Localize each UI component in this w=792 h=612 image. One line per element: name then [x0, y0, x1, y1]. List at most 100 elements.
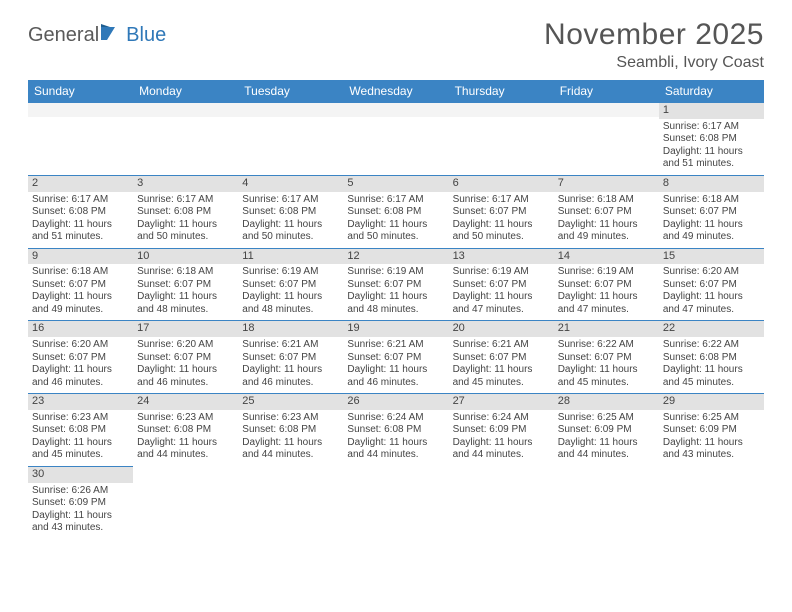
calendar-row: 9Sunrise: 6:18 AMSunset: 6:07 PMDaylight… — [28, 248, 764, 321]
day-body: Sunrise: 6:17 AMSunset: 6:08 PMDaylight:… — [28, 192, 133, 248]
day-body: Sunrise: 6:17 AMSunset: 6:08 PMDaylight:… — [659, 119, 764, 175]
calendar-cell: 30Sunrise: 6:26 AMSunset: 6:09 PMDayligh… — [28, 466, 133, 542]
calendar-cell: 24Sunrise: 6:23 AMSunset: 6:08 PMDayligh… — [133, 393, 238, 466]
sunrise-text: Sunrise: 6:18 AM — [663, 194, 760, 207]
sunrise-text: Sunrise: 6:24 AM — [347, 412, 444, 425]
day-body: Sunrise: 6:17 AMSunset: 6:08 PMDaylight:… — [343, 192, 448, 248]
day-body: Sunrise: 6:25 AMSunset: 6:09 PMDaylight:… — [659, 410, 764, 466]
sunset-text: Sunset: 6:08 PM — [137, 424, 234, 437]
sunrise-text: Sunrise: 6:17 AM — [663, 121, 760, 134]
day-body: Sunrise: 6:18 AMSunset: 6:07 PMDaylight:… — [554, 192, 659, 248]
day-number: 4 — [238, 175, 343, 192]
calendar-row: 1Sunrise: 6:17 AMSunset: 6:08 PMDaylight… — [28, 102, 764, 175]
day-body: Sunrise: 6:22 AMSunset: 6:07 PMDaylight:… — [554, 337, 659, 393]
day-number: 23 — [28, 393, 133, 410]
day-body: Sunrise: 6:19 AMSunset: 6:07 PMDaylight:… — [238, 264, 343, 320]
day-body: Sunrise: 6:20 AMSunset: 6:07 PMDaylight:… — [28, 337, 133, 393]
daylight-text: Daylight: 11 hours and 45 minutes. — [453, 364, 550, 389]
calendar-cell: 19Sunrise: 6:21 AMSunset: 6:07 PMDayligh… — [343, 320, 448, 393]
sunset-text: Sunset: 6:07 PM — [663, 206, 760, 219]
daylight-text: Daylight: 11 hours and 50 minutes. — [242, 219, 339, 244]
daylight-text: Daylight: 11 hours and 44 minutes. — [137, 437, 234, 462]
daylight-text: Daylight: 11 hours and 47 minutes. — [663, 291, 760, 316]
sunrise-text: Sunrise: 6:18 AM — [558, 194, 655, 207]
sunset-text: Sunset: 6:07 PM — [347, 279, 444, 292]
sunrise-text: Sunrise: 6:20 AM — [137, 339, 234, 352]
weekday-header: Sunday — [28, 80, 133, 102]
daylight-text: Daylight: 11 hours and 50 minutes. — [137, 219, 234, 244]
sunrise-text: Sunrise: 6:19 AM — [347, 266, 444, 279]
sunset-text: Sunset: 6:07 PM — [453, 206, 550, 219]
weekday-header: Friday — [554, 80, 659, 102]
logo-text-blue: Blue — [126, 24, 166, 47]
calendar-cell: 23Sunrise: 6:23 AMSunset: 6:08 PMDayligh… — [28, 393, 133, 466]
daylight-text: Daylight: 11 hours and 44 minutes. — [558, 437, 655, 462]
day-number: 29 — [659, 393, 764, 410]
sunrise-text: Sunrise: 6:17 AM — [453, 194, 550, 207]
calendar-cell: 20Sunrise: 6:21 AMSunset: 6:07 PMDayligh… — [449, 320, 554, 393]
calendar-cell: 1Sunrise: 6:17 AMSunset: 6:08 PMDaylight… — [659, 102, 764, 175]
day-body: Sunrise: 6:18 AMSunset: 6:07 PMDaylight:… — [133, 264, 238, 320]
day-number: 17 — [133, 320, 238, 337]
sunrise-text: Sunrise: 6:17 AM — [242, 194, 339, 207]
daylight-text: Daylight: 11 hours and 46 minutes. — [347, 364, 444, 389]
day-body: Sunrise: 6:25 AMSunset: 6:09 PMDaylight:… — [554, 410, 659, 466]
sunrise-text: Sunrise: 6:23 AM — [32, 412, 129, 425]
day-body: Sunrise: 6:23 AMSunset: 6:08 PMDaylight:… — [28, 410, 133, 466]
weekday-header: Monday — [133, 80, 238, 102]
calendar-cell — [238, 102, 343, 175]
sunset-text: Sunset: 6:09 PM — [32, 497, 129, 510]
sunrise-text: Sunrise: 6:21 AM — [242, 339, 339, 352]
day-body: Sunrise: 6:23 AMSunset: 6:08 PMDaylight:… — [238, 410, 343, 466]
daylight-text: Daylight: 11 hours and 47 minutes. — [453, 291, 550, 316]
sunrise-text: Sunrise: 6:20 AM — [663, 266, 760, 279]
calendar-cell: 10Sunrise: 6:18 AMSunset: 6:07 PMDayligh… — [133, 248, 238, 321]
daylight-text: Daylight: 11 hours and 51 minutes. — [32, 219, 129, 244]
sunrise-text: Sunrise: 6:19 AM — [242, 266, 339, 279]
day-number: 2 — [28, 175, 133, 192]
day-body: Sunrise: 6:21 AMSunset: 6:07 PMDaylight:… — [238, 337, 343, 393]
day-number: 25 — [238, 393, 343, 410]
sunset-text: Sunset: 6:08 PM — [32, 424, 129, 437]
calendar-cell — [133, 466, 238, 542]
sunrise-text: Sunrise: 6:17 AM — [32, 194, 129, 207]
calendar-cell: 16Sunrise: 6:20 AMSunset: 6:07 PMDayligh… — [28, 320, 133, 393]
sunrise-text: Sunrise: 6:23 AM — [242, 412, 339, 425]
sunrise-text: Sunrise: 6:22 AM — [558, 339, 655, 352]
calendar-cell: 9Sunrise: 6:18 AMSunset: 6:07 PMDaylight… — [28, 248, 133, 321]
calendar-cell — [238, 466, 343, 542]
sunrise-text: Sunrise: 6:19 AM — [558, 266, 655, 279]
day-body: Sunrise: 6:24 AMSunset: 6:09 PMDaylight:… — [449, 410, 554, 466]
calendar-cell: 11Sunrise: 6:19 AMSunset: 6:07 PMDayligh… — [238, 248, 343, 321]
daylight-text: Daylight: 11 hours and 49 minutes. — [32, 291, 129, 316]
sunset-text: Sunset: 6:07 PM — [32, 352, 129, 365]
calendar-page: General Blue November 2025 Seambli, Ivor… — [0, 0, 792, 560]
day-body: Sunrise: 6:26 AMSunset: 6:09 PMDaylight:… — [28, 483, 133, 539]
empty-day-bar — [28, 102, 133, 117]
calendar-cell: 12Sunrise: 6:19 AMSunset: 6:07 PMDayligh… — [343, 248, 448, 321]
calendar-cell: 25Sunrise: 6:23 AMSunset: 6:08 PMDayligh… — [238, 393, 343, 466]
day-number: 1 — [659, 102, 764, 119]
sunset-text: Sunset: 6:07 PM — [137, 352, 234, 365]
sunset-text: Sunset: 6:07 PM — [347, 352, 444, 365]
logo: General Blue — [28, 24, 166, 47]
calendar-cell: 27Sunrise: 6:24 AMSunset: 6:09 PMDayligh… — [449, 393, 554, 466]
calendar-cell: 13Sunrise: 6:19 AMSunset: 6:07 PMDayligh… — [449, 248, 554, 321]
day-number: 26 — [343, 393, 448, 410]
calendar-cell — [28, 102, 133, 175]
calendar-cell: 4Sunrise: 6:17 AMSunset: 6:08 PMDaylight… — [238, 175, 343, 248]
calendar-cell — [554, 102, 659, 175]
weekday-header: Wednesday — [343, 80, 448, 102]
calendar-row: 16Sunrise: 6:20 AMSunset: 6:07 PMDayligh… — [28, 320, 764, 393]
daylight-text: Daylight: 11 hours and 49 minutes. — [558, 219, 655, 244]
sunset-text: Sunset: 6:07 PM — [137, 279, 234, 292]
sunset-text: Sunset: 6:08 PM — [137, 206, 234, 219]
day-number: 27 — [449, 393, 554, 410]
calendar-body: 1Sunrise: 6:17 AMSunset: 6:08 PMDaylight… — [28, 102, 764, 542]
calendar-cell: 28Sunrise: 6:25 AMSunset: 6:09 PMDayligh… — [554, 393, 659, 466]
calendar-cell: 7Sunrise: 6:18 AMSunset: 6:07 PMDaylight… — [554, 175, 659, 248]
day-body: Sunrise: 6:23 AMSunset: 6:08 PMDaylight:… — [133, 410, 238, 466]
day-number: 9 — [28, 248, 133, 265]
daylight-text: Daylight: 11 hours and 49 minutes. — [663, 219, 760, 244]
sunrise-text: Sunrise: 6:25 AM — [663, 412, 760, 425]
